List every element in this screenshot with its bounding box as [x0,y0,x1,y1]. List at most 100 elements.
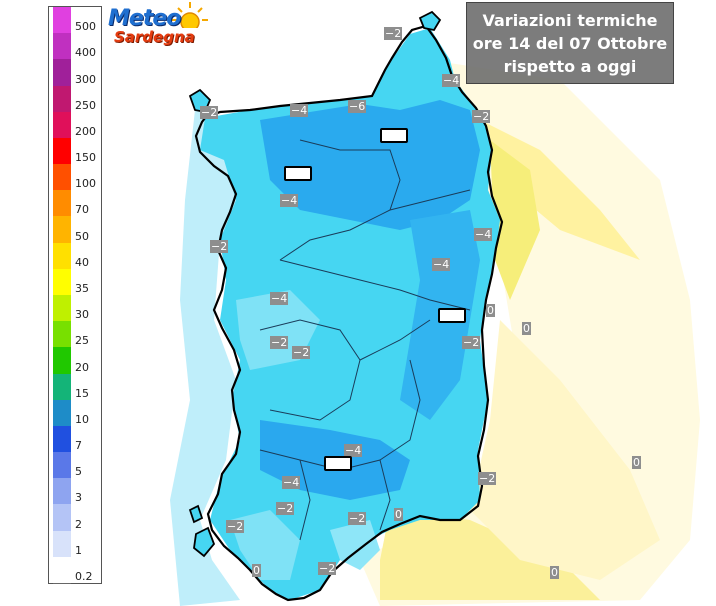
legend-swatch [53,295,71,323]
isoline-label: −2 [472,110,491,123]
legend-row: 7 [49,425,101,454]
legend-row: 50 [49,216,101,244]
isoline-label: −2 [348,512,367,525]
legend-swatch [53,399,71,427]
legend-swatch [53,452,71,480]
isoline-label: −2 [384,27,403,40]
legend-row: 1 [49,530,101,558]
sun-icon [172,2,208,28]
legend-row: 2 [49,504,101,532]
isoline-label: −2 [226,520,245,533]
legend-label: 10 [75,412,89,426]
island-santantioco [193,526,216,558]
province-borders [259,139,471,541]
isoline-label: −2 [462,336,481,349]
coastline [194,24,504,602]
sea-yellow-strip [490,140,540,300]
legend-row: 20 [49,347,101,375]
isoline-label: −2 [276,502,295,515]
sea-pale-south-east [470,320,660,580]
map-title: Variazioni termiche ore 14 del 07 Ottobr… [466,2,674,84]
isoline-label: −2 [292,346,311,359]
legend-row: 10 [49,399,101,427]
legend-swatch [53,85,71,113]
island-sanpietro [188,504,204,524]
legend-row: 3 [49,478,101,506]
logo-word-meteo: Meteo [108,6,181,31]
island-maddalena [418,10,442,32]
legend-row: 250 [49,85,101,113]
legend-row: 200 [49,111,101,139]
legend-label: 3 [75,491,82,505]
legend-row: 40 [49,242,101,270]
legend-row: 70 [49,190,101,218]
land-lightcyan-south [330,520,380,570]
legend-label: 30 [75,308,89,322]
city-marker [284,166,312,181]
legend-label: 250 [75,98,96,112]
legend-swatch [53,347,71,375]
legend-row: 0.2 [49,556,101,584]
legend-label: 7 [75,439,82,453]
legend-swatch [53,373,71,401]
isoline-label: −6 [348,100,367,113]
isoline-label: −4 [282,476,301,489]
legend-row: 500 [49,7,101,35]
isoline-label: 0 [550,566,559,579]
legend-row: 150 [49,137,101,166]
legend-label: 20 [75,360,89,374]
isoline-label: −4 [432,258,451,271]
legend-label: 200 [75,124,96,138]
legend-label: 1 [75,543,82,557]
city-marker [380,128,408,143]
legend-row: 30 [49,295,101,323]
sea-west-cyan [170,110,240,606]
isoline-label: 0 [632,456,641,469]
isoline-label: −4 [280,194,299,207]
legend-label: 15 [75,386,89,400]
legend-swatch [53,321,71,349]
legend-label: 70 [75,203,89,217]
title-line-3: rispetto a oggi [503,57,637,76]
isoline-label: −4 [344,444,363,457]
legend-row: 15 [49,373,101,401]
legend-swatch [53,478,71,506]
legend-label: 300 [75,72,96,86]
legend-swatch [53,242,71,270]
precipitation-legend: 500 400 300 250 200 150 100 70 50 40 35 30 25 20 15 10 7… [48,6,102,584]
land-blue-north [260,100,480,230]
legend-label: 5 [75,465,82,479]
legend-label: 500 [75,20,96,34]
isoline-label: −4 [290,104,309,117]
legend-swatch [53,425,71,454]
legend-row: 400 [49,33,101,61]
legend-swatch [53,164,71,192]
legend-swatch [53,504,71,532]
title-line-2: ore 14 del 07 Ottobre [472,34,668,53]
legend-label: 100 [75,177,96,191]
land-lightcyan-sw [230,510,300,580]
logo-word-sardegna: Sardegna [114,28,195,46]
legend-label: 0.2 [75,569,93,583]
legend-label: 25 [75,334,89,348]
legend-swatch [53,268,71,296]
legend-label: 400 [75,46,96,60]
isoline-label: −2 [200,106,219,119]
isoline-label: 0 [394,508,403,521]
isoline-label: 0 [522,322,531,335]
legend-swatch [53,7,71,35]
city-marker [324,456,352,471]
city-marker [438,308,466,323]
legend-swatch [53,556,71,584]
sea-yellow-area [480,120,640,260]
legend-label: 50 [75,229,89,243]
legend-row: 5 [49,452,101,480]
isoline-label: −4 [474,228,493,241]
legend-row: 25 [49,321,101,349]
legend-swatch [53,530,71,558]
isoline-label: 0 [486,304,495,317]
legend-label: 40 [75,255,89,269]
legend-swatch [53,190,71,218]
isoline-label: −2 [478,472,497,485]
legend-swatch [53,216,71,244]
